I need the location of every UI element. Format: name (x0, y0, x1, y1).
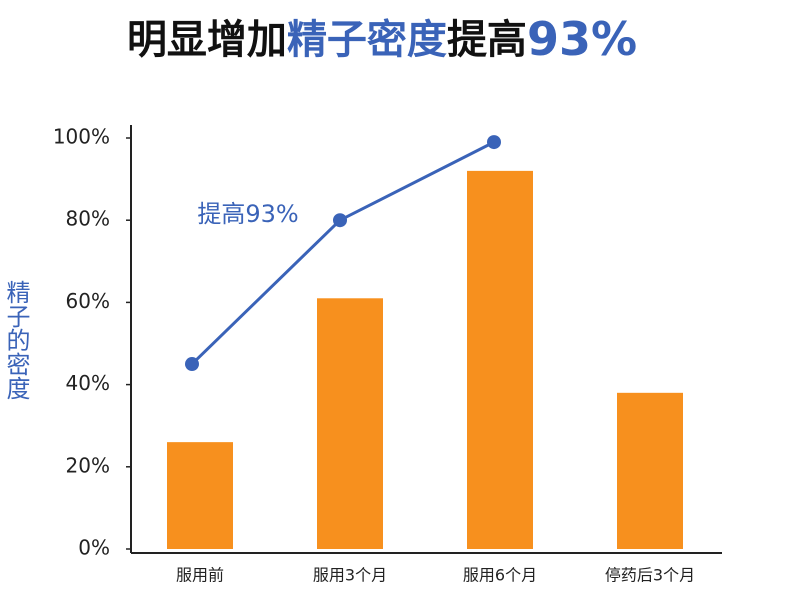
chart-title: 明显增加精子密度提高93% (127, 12, 637, 66)
bar (167, 442, 233, 549)
bar (617, 392, 683, 549)
y-tick-label: 0% (78, 536, 110, 560)
line-point (333, 213, 347, 228)
title-part: 精子密度 (287, 17, 447, 63)
bar (467, 170, 533, 549)
title-part: 提高 (447, 17, 527, 63)
title-part: 明显增加 (127, 17, 287, 63)
annotation: 提高93% (197, 200, 298, 228)
line-point (185, 357, 199, 372)
x-tick-label: 停药后3个月 (605, 566, 695, 585)
y-tick-label: 100% (53, 125, 110, 149)
x-tick-label: 服用3个月 (313, 566, 387, 585)
line-point (487, 135, 501, 150)
y-tick-label: 40% (66, 371, 110, 395)
x-tick-label: 服用6个月 (463, 566, 537, 585)
title-part: 93% (527, 12, 637, 66)
x-tick-label: 服用前 (176, 566, 224, 585)
y-tick-label: 20% (66, 453, 110, 477)
y-tick-label: 80% (66, 207, 110, 231)
bar (317, 298, 383, 549)
y-axis-label: 精子的密度 (2, 280, 30, 400)
y-tick-label: 60% (66, 289, 110, 313)
